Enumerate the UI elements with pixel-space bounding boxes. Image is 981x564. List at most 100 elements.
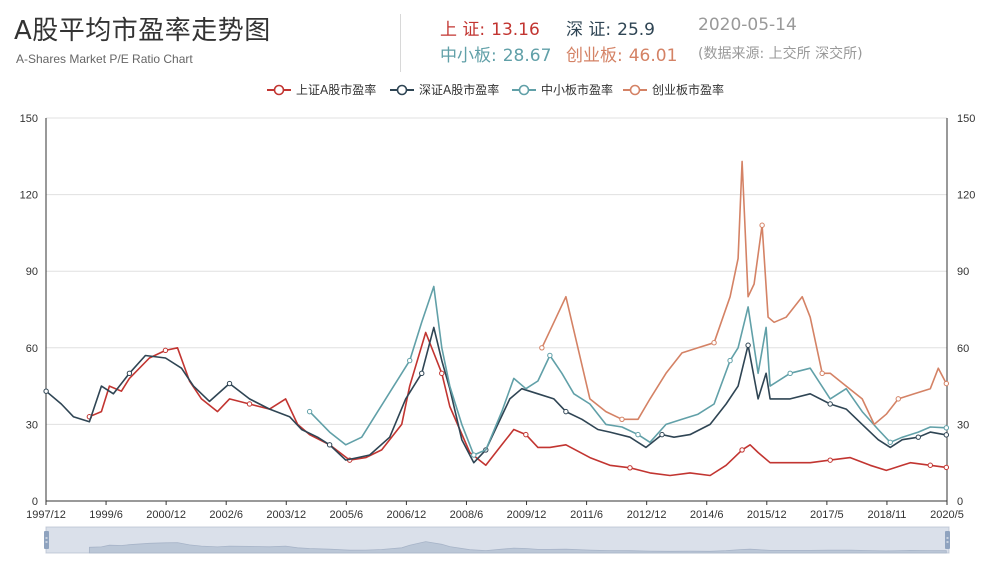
y-tick-label-right: 90 bbox=[957, 266, 969, 278]
legend-label-cy: 创业板市盈率 bbox=[652, 82, 724, 97]
series-point-sz bbox=[43, 388, 49, 394]
x-tick-label: 2015/12 bbox=[747, 509, 787, 521]
legend-label-sz: 深证A股市盈率 bbox=[419, 82, 499, 97]
series-point-sh bbox=[943, 464, 950, 471]
stat-shenzhen: 深 证: 25.9 bbox=[566, 15, 655, 40]
x-tick-label: 2008/6 bbox=[450, 509, 484, 521]
x-tick-label: 2020/5 bbox=[930, 509, 964, 521]
zoom-preview-area bbox=[88, 541, 947, 554]
series-point-sz bbox=[745, 342, 751, 348]
stat-chinext-label: 创业板: bbox=[566, 46, 623, 66]
x-tick-label: 1997/12 bbox=[26, 509, 66, 521]
series-point-cy bbox=[759, 222, 765, 228]
series-point-sz bbox=[563, 408, 569, 415]
legend-marker-zx bbox=[518, 84, 530, 96]
series-point-sh bbox=[627, 465, 633, 471]
stat-shenzhen-value: 25.9 bbox=[617, 20, 655, 40]
stat-sme-label: 中小板: bbox=[440, 46, 497, 66]
x-tick-label: 2003/12 bbox=[266, 509, 306, 521]
legend-marker-cy bbox=[629, 84, 641, 96]
stat-shanghai: 上 证: 13.16 bbox=[440, 15, 540, 40]
series-point-zx bbox=[407, 357, 413, 364]
legend-marker-sh bbox=[273, 84, 285, 96]
series-point-sz bbox=[659, 431, 665, 438]
series-line-zx bbox=[309, 285, 947, 456]
series-point-cy bbox=[539, 345, 545, 351]
x-tick-label: 2018/11 bbox=[867, 509, 906, 521]
series-point-sz bbox=[915, 434, 921, 440]
series-point-cy bbox=[943, 380, 950, 387]
header-divider bbox=[400, 14, 401, 72]
data-source: (数据来源: 上交所 深交所) bbox=[698, 46, 863, 62]
chart-series bbox=[43, 160, 950, 477]
x-tick-label: 1999/6 bbox=[89, 509, 123, 521]
legend-label-sh: 上证A股市盈率 bbox=[296, 82, 376, 97]
series-line-sz bbox=[45, 326, 947, 464]
y-tick-label-right: 150 bbox=[957, 113, 975, 125]
zoom-handle-right[interactable] bbox=[945, 531, 950, 549]
stat-chinext-value: 46.01 bbox=[628, 46, 678, 66]
x-tick-label: 2012/12 bbox=[627, 509, 667, 521]
stat-shanghai-value: 13.16 bbox=[491, 20, 540, 40]
y-tick-label-left: 120 bbox=[20, 190, 38, 202]
y-tick-label-left: 60 bbox=[26, 343, 38, 355]
x-tick-label: 2006/12 bbox=[387, 509, 427, 521]
chart-grid bbox=[46, 117, 947, 425]
y-tick-label-left: 30 bbox=[26, 419, 38, 431]
series-point-zx bbox=[547, 352, 553, 359]
series-line-cy bbox=[541, 160, 948, 426]
y-tick-label-left: 90 bbox=[26, 266, 38, 278]
series-point-sz bbox=[943, 432, 950, 438]
series-point-sh bbox=[523, 431, 529, 438]
legend-marker-sz bbox=[396, 84, 408, 96]
x-tick-label: 2011/6 bbox=[570, 509, 603, 521]
series-point-zx bbox=[887, 439, 893, 445]
y-tick-label-right: 60 bbox=[957, 343, 969, 355]
chart-subtitle: A-Shares Market P/E Ratio Chart bbox=[16, 52, 193, 66]
stat-shenzhen-label: 深 证: bbox=[566, 20, 612, 40]
x-tick-label: 2009/12 bbox=[507, 509, 547, 521]
chart-title: A股平均市盈率走势图 bbox=[14, 16, 271, 46]
series-point-sh bbox=[246, 401, 253, 407]
zoom-handle-left[interactable] bbox=[44, 531, 49, 549]
zoom-slider[interactable] bbox=[44, 526, 950, 554]
series-point-sh bbox=[827, 457, 833, 463]
chart-axes: 0 0 30 30 60 60 90 90 120 120 150 150 1997/12 1999/6 2… bbox=[20, 113, 976, 521]
series-point-zx bbox=[787, 370, 793, 377]
series-point-sz bbox=[326, 442, 333, 448]
series-point-sh bbox=[162, 347, 169, 354]
series-point-cy bbox=[619, 416, 625, 422]
chart-legend: 上证A股市盈率 深证A股市盈率 中小板市盈率 创业板市盈率 bbox=[267, 82, 724, 97]
series-point-sz bbox=[419, 370, 425, 377]
y-tick-label-left: 0 bbox=[32, 496, 38, 508]
stat-chinext: 创业板: 46.01 bbox=[566, 41, 677, 66]
series-point-cy bbox=[711, 339, 717, 346]
series-point-zx bbox=[635, 431, 641, 438]
series-point-cy bbox=[819, 370, 825, 377]
y-tick-label-left: 150 bbox=[20, 113, 38, 125]
series-point-sz bbox=[827, 401, 833, 407]
stat-sme-value: 28.67 bbox=[502, 46, 552, 66]
series-point-sz bbox=[126, 370, 133, 377]
series-point-zx bbox=[471, 452, 477, 458]
data-date: 2020-05-14 bbox=[698, 15, 797, 35]
series-point-cy bbox=[895, 396, 901, 402]
x-tick-label: 2014/6 bbox=[690, 509, 724, 521]
series-point-sh bbox=[927, 462, 934, 468]
series-point-sh bbox=[739, 447, 745, 453]
x-tick-label: 2002/6 bbox=[209, 509, 243, 521]
x-tick-label: 2000/12 bbox=[146, 509, 186, 521]
legend-label-zx: 中小板市盈率 bbox=[541, 82, 613, 97]
zoom-selection bbox=[46, 527, 949, 553]
series-line-sh bbox=[89, 331, 947, 477]
y-tick-label-right: 120 bbox=[957, 190, 975, 202]
series-point-zx bbox=[943, 425, 950, 431]
x-tick-label: 2005/6 bbox=[330, 509, 364, 521]
y-tick-label-right: 0 bbox=[957, 496, 963, 508]
series-point-zx bbox=[727, 357, 733, 364]
y-tick-label-right: 30 bbox=[957, 419, 969, 431]
x-tick-label: 2017/5 bbox=[810, 509, 844, 521]
stat-shanghai-label: 上 证: bbox=[440, 20, 486, 40]
stat-sme: 中小板: 28.67 bbox=[440, 41, 551, 66]
